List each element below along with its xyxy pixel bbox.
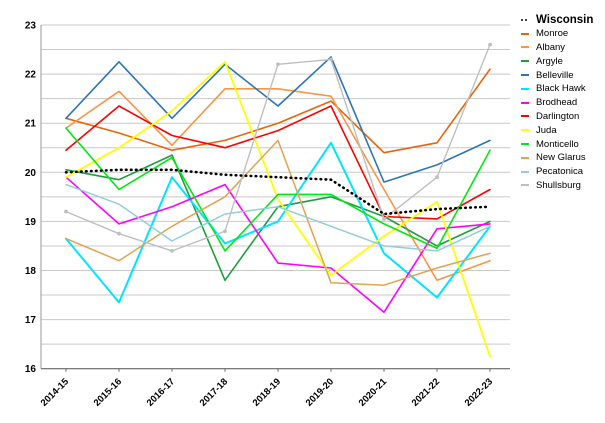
legend-label: Juda <box>536 124 557 136</box>
legend-item-argyle: Argyle <box>521 54 593 68</box>
series-marker-shullsburg <box>329 57 333 62</box>
legend-dash <box>521 156 529 159</box>
series-line-monticello <box>65 127 491 252</box>
legend-label: Darlington <box>536 110 580 122</box>
series-line-brodhead <box>65 176 491 314</box>
legend-label: Monticello <box>536 138 579 150</box>
legend-item-shullsburg: Shullsburg <box>521 179 593 193</box>
legend-dash <box>521 129 529 132</box>
legend-label: Albany <box>536 41 566 53</box>
series-line-pecatonica <box>65 183 491 252</box>
y-tick-label: 23 <box>25 21 37 32</box>
legend-item-new-glarus: New Glarus <box>521 151 593 165</box>
x-tick-label: 2022-23 <box>463 376 495 408</box>
x-tick-label: 2018-19 <box>251 376 283 408</box>
x-tick-label: 2019-20 <box>304 376 336 408</box>
y-tick-label: 16 <box>25 364 37 375</box>
series-line-juda <box>65 60 491 358</box>
series-marker-shullsburg <box>170 248 174 253</box>
legend-dash <box>521 60 529 63</box>
y-tick-label: 18 <box>25 266 37 277</box>
legend-dot <box>524 18 528 22</box>
legend-item-belleville: Belleville <box>521 68 593 82</box>
legend-swatch-brodhead <box>521 101 532 104</box>
chart-legend: Wisconsin Monroe Albany Argyle Belleville Bla… <box>521 13 593 192</box>
legend-swatch-monroe <box>521 32 532 35</box>
legend-dash <box>521 32 529 35</box>
x-tick-label: 2015-16 <box>92 376 124 408</box>
legend-swatch-black-hawk <box>521 87 532 90</box>
legend-item-juda: Juda <box>521 123 593 137</box>
series-marker-shullsburg <box>488 42 492 47</box>
legend-item-darlington: Darlington <box>521 110 593 124</box>
legend-item-albany: Albany <box>521 41 593 55</box>
series-line-albany <box>65 88 491 282</box>
legend-swatch-juda <box>521 129 532 132</box>
series-marker-shullsburg <box>435 175 439 180</box>
legend-swatch-wisconsin <box>521 18 532 22</box>
series-marker-shullsburg <box>276 62 280 67</box>
legend-swatch-albany <box>521 46 532 49</box>
legend-dash <box>521 74 529 77</box>
y-tick-label: 19 <box>25 217 37 228</box>
legend-item-monticello: Monticello <box>521 137 593 151</box>
legend-swatch-monticello <box>521 143 532 146</box>
legend-item-brodhead: Brodhead <box>521 96 593 110</box>
legend-swatch-darlington <box>521 115 532 118</box>
legend-label: Shullsburg <box>536 179 581 191</box>
legend-dash <box>521 46 529 49</box>
series-line-black-hawk <box>65 141 491 304</box>
series-line-new-glarus <box>65 139 491 286</box>
legend-label: Belleville <box>536 69 574 81</box>
series-line-belleville <box>65 56 491 183</box>
legend-label: New Glarus <box>536 152 586 164</box>
legend-item-pecatonica: Pecatonica <box>521 165 593 179</box>
legend-dash <box>521 101 529 104</box>
legend-label: Black Hawk <box>536 83 586 95</box>
legend-label: Pecatonica <box>536 166 584 178</box>
series-marker-shullsburg <box>64 209 68 214</box>
legend-swatch-argyle <box>521 60 532 63</box>
legend-label: Monroe <box>536 28 569 40</box>
series-line-monroe <box>65 68 491 154</box>
legend-dash <box>521 184 529 187</box>
x-tick-label: 2014-15 <box>39 376 72 409</box>
legend-label: Brodhead <box>536 97 578 109</box>
y-tick-label: 20 <box>25 168 37 179</box>
x-tick-label: 2016-17 <box>145 376 177 408</box>
x-tick-label: 2017-18 <box>198 376 230 408</box>
series-marker-shullsburg <box>382 217 386 221</box>
legend-label: Argyle <box>536 55 563 67</box>
legend-dash <box>521 170 529 173</box>
legend-item-wisconsin: Wisconsin <box>521 13 593 27</box>
legend-dot <box>521 18 524 22</box>
x-tick-label: 2020-21 <box>357 376 390 409</box>
legend-dash <box>521 143 529 146</box>
series-marker-shullsburg <box>223 229 227 234</box>
legend-swatch-new-glarus <box>521 156 532 159</box>
series-line-darlington <box>65 105 491 220</box>
legend-dash <box>521 87 529 90</box>
y-tick-label: 21 <box>25 119 37 130</box>
x-tick-label: 2021-22 <box>410 376 442 408</box>
legend-swatch-belleville <box>521 74 532 77</box>
legend-swatch-shullsburg <box>521 184 532 187</box>
y-tick-label: 17 <box>25 315 37 326</box>
series-marker-shullsburg <box>117 231 121 236</box>
y-tick-label: 22 <box>25 70 37 81</box>
legend-dash <box>521 115 529 118</box>
series-line-wisconsin <box>64 168 492 216</box>
legend-item-monroe: Monroe <box>521 27 593 41</box>
legend-swatch-pecatonica <box>521 170 532 173</box>
legend-label: Wisconsin <box>536 13 594 26</box>
legend-item-black-hawk: Black Hawk <box>521 82 593 96</box>
